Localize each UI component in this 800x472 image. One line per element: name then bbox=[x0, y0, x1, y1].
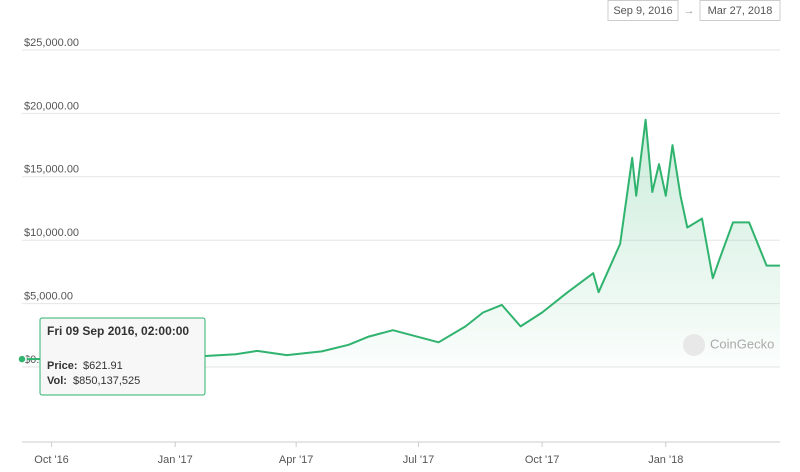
price-area bbox=[22, 119, 780, 367]
watermark-text: CoinGecko bbox=[710, 336, 774, 351]
watermark-logo bbox=[683, 334, 705, 356]
tooltip-title: Fri 09 Sep 2016, 02:00:00 bbox=[47, 324, 189, 338]
x-tick-label: Jan '18 bbox=[648, 454, 683, 466]
x-tick-label: Jan '17 bbox=[158, 454, 193, 466]
watermark: CoinGecko bbox=[683, 334, 774, 356]
date-from-input[interactable] bbox=[607, 0, 679, 21]
y-tick-label: $10,000.00 bbox=[24, 227, 79, 239]
x-tick-label: Apr '17 bbox=[279, 454, 314, 466]
tooltip-vol-label: Vol: bbox=[47, 375, 67, 387]
y-tick-label: $15,000.00 bbox=[24, 164, 79, 176]
x-tick-label: Oct '17 bbox=[525, 454, 560, 466]
tooltip: Fri 09 Sep 2016, 02:00:00 Price: $621.91… bbox=[39, 317, 206, 396]
date-to: Mar 27, 2018 bbox=[708, 5, 773, 17]
range-arrow: → bbox=[684, 5, 695, 17]
x-tick-label: Oct '16 bbox=[34, 454, 69, 466]
y-tick-label: $25,000.00 bbox=[24, 37, 79, 49]
date-to-input[interactable] bbox=[699, 0, 781, 21]
y-tick-label: $20,000.00 bbox=[24, 100, 79, 112]
tooltip-price: $621.91 bbox=[83, 360, 123, 372]
y-tick-label: $5,000.00 bbox=[24, 291, 73, 303]
tooltip-box bbox=[39, 317, 206, 396]
x-tick-label: Jul '17 bbox=[403, 454, 434, 466]
tooltip-price-label: Price: bbox=[47, 360, 78, 372]
price-line bbox=[21, 118, 780, 361]
date-from: Sep 9, 2016 bbox=[613, 5, 672, 17]
tooltip-vol: $850,137,525 bbox=[73, 375, 140, 387]
hover-point bbox=[17, 354, 27, 364]
